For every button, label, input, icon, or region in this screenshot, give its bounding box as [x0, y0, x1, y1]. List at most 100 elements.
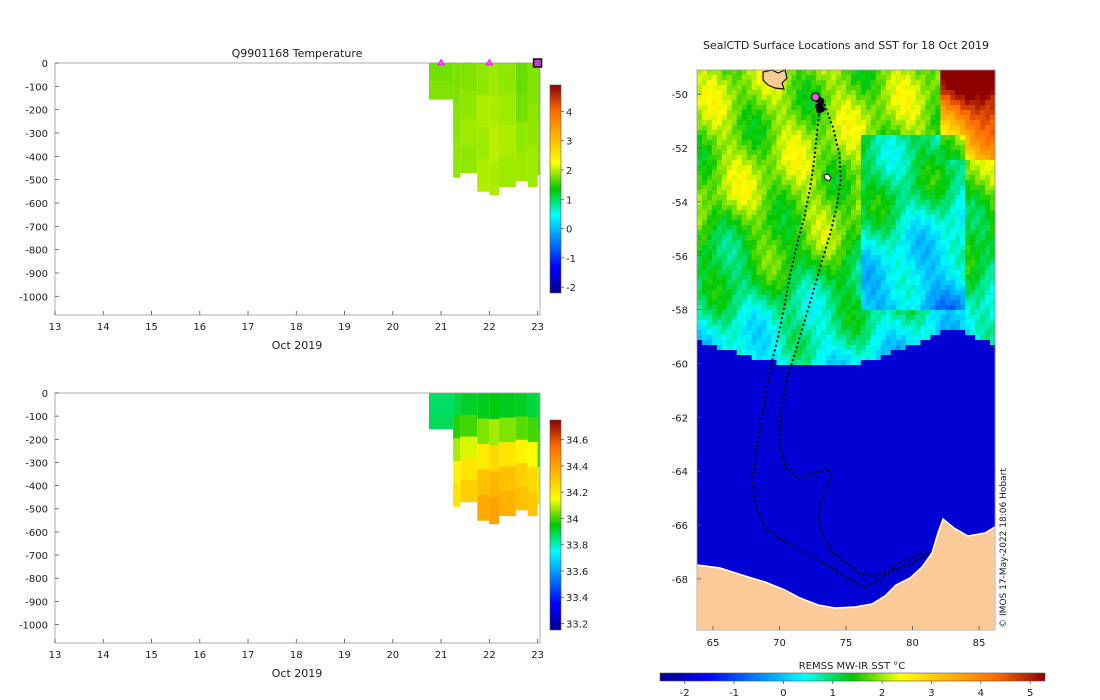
- sst-cell: [726, 145, 733, 151]
- sst-cell: [960, 285, 966, 291]
- sst-cell: [826, 210, 832, 216]
- sst-cell: [841, 430, 847, 436]
- sst-cell: [731, 260, 738, 266]
- sst-cell: [905, 410, 912, 416]
- sst-cell: [716, 100, 723, 106]
- sst-cell: [890, 225, 897, 231]
- sst-cell: [900, 395, 907, 401]
- data-cell: [527, 145, 538, 188]
- sst-cell: [741, 145, 748, 151]
- sst-cell: [875, 125, 882, 131]
- sst-cell: [870, 435, 877, 441]
- sst-cell: [701, 350, 708, 356]
- sst-cell: [970, 385, 976, 391]
- sst-cell: [836, 180, 842, 186]
- sst-cell: [821, 95, 827, 101]
- sst-cell: [816, 135, 822, 141]
- data-cell: [498, 124, 516, 157]
- sst-cell: [836, 200, 842, 206]
- sst-cell: [791, 75, 797, 81]
- sst-cell: [890, 315, 897, 321]
- sst-cell: [781, 305, 787, 311]
- sst-cell: [985, 355, 991, 361]
- sst-cell: [806, 175, 812, 181]
- sst-cell: [960, 350, 966, 356]
- sst-cell: [930, 240, 936, 246]
- sst-cell: [721, 80, 728, 86]
- sst-cell: [711, 410, 718, 416]
- sst-cell: [870, 120, 877, 126]
- sst-cell: [850, 150, 857, 156]
- sst-cell: [846, 250, 852, 256]
- sst-cell: [791, 395, 797, 401]
- sst-cell: [726, 100, 733, 106]
- sst-cell: [865, 130, 872, 136]
- sst-cell: [880, 235, 887, 241]
- sst-cell: [885, 355, 892, 361]
- sst-cell: [940, 120, 946, 126]
- sst-cell: [885, 75, 892, 81]
- sst-cell: [990, 325, 996, 331]
- sst-cell: [965, 410, 971, 416]
- sst-cell: [945, 445, 951, 451]
- sst-cell: [811, 355, 817, 361]
- sst-cell: [786, 190, 792, 196]
- sst-cell: [935, 225, 941, 231]
- sst-cell: [821, 140, 827, 146]
- sst-cell: [836, 220, 842, 226]
- sst-cell: [920, 355, 926, 361]
- sst-cell: [721, 460, 728, 466]
- sst-cell: [890, 260, 897, 266]
- sst-cell: [945, 350, 951, 356]
- x-tick-label: 21: [435, 650, 448, 661]
- sst-cell: [875, 360, 882, 366]
- sst-cell: [915, 230, 921, 236]
- sst-cell: [950, 135, 956, 141]
- sst-cell: [895, 225, 902, 231]
- sst-cell: [846, 135, 852, 141]
- sst-cell: [990, 245, 996, 251]
- sst-cell: [850, 295, 857, 301]
- sst-cell: [900, 315, 907, 321]
- sst-cell: [895, 415, 902, 421]
- sst-cell: [811, 200, 817, 206]
- sst-cell: [850, 185, 857, 191]
- sst-cell: [836, 270, 842, 276]
- sst-cell: [990, 370, 996, 376]
- sst-cell: [711, 225, 718, 231]
- sst-cell: [731, 200, 738, 206]
- sst-cell: [741, 390, 748, 396]
- sst-cell: [950, 385, 956, 391]
- sst-cell: [870, 205, 877, 211]
- sst-cell: [940, 220, 946, 226]
- sst-cell: [821, 390, 827, 396]
- sst-cell: [945, 275, 951, 281]
- sst-cell: [771, 320, 777, 326]
- sst-cell: [816, 395, 822, 401]
- sst-cell: [831, 400, 837, 406]
- sst-cell: [855, 160, 862, 166]
- sst-cell: [816, 245, 822, 251]
- sst-cell: [697, 395, 703, 401]
- sst-cell: [855, 200, 862, 206]
- sst-cell: [915, 265, 921, 271]
- sst-cell: [766, 450, 772, 456]
- sst-cell: [920, 300, 926, 306]
- sst-cell: [855, 315, 862, 321]
- sst-cell: [900, 160, 907, 166]
- sst-cell: [821, 360, 827, 366]
- sst-cell: [915, 305, 921, 311]
- sst-cell: [900, 95, 907, 101]
- sst-cell: [865, 195, 872, 201]
- sst-cell: [870, 320, 877, 326]
- sst-cell: [697, 95, 703, 101]
- sst-cell: [801, 240, 807, 246]
- sst-cell: [955, 360, 961, 366]
- sst-cell: [821, 415, 827, 421]
- sst-cell: [816, 355, 822, 361]
- sst-cell: [850, 410, 857, 416]
- sst-cell: [925, 235, 931, 241]
- sst-cell: [786, 235, 792, 241]
- sst-cell: [990, 225, 996, 231]
- sst-cell: [930, 215, 936, 221]
